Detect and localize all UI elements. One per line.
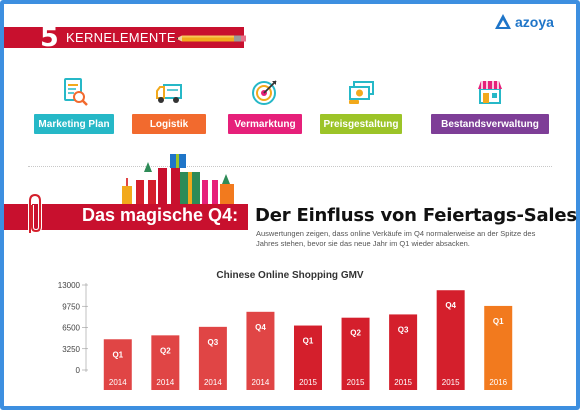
pencil-icon bbox=[176, 35, 246, 42]
bar bbox=[151, 335, 180, 390]
bar-quarter-label: Q1 bbox=[112, 350, 123, 359]
bar-quarter-label: Q3 bbox=[208, 338, 219, 347]
bar bbox=[246, 311, 275, 390]
section-subtitle: Auswertungen zeigen, dass online Verkäuf… bbox=[256, 229, 536, 248]
x-tick-label: 2014 bbox=[252, 378, 270, 387]
bar bbox=[294, 325, 322, 390]
y-tick-label: 9750 bbox=[62, 302, 80, 311]
preisgestaltung-label: Preisgestaltung bbox=[320, 114, 402, 134]
delivery-truck-icon bbox=[156, 84, 182, 103]
banner-bar bbox=[4, 27, 244, 48]
banner-title: KERNELEMENTE bbox=[66, 30, 176, 45]
x-tick-label: 2015 bbox=[442, 378, 460, 387]
header-banner: 5 KERNELEMENTE bbox=[4, 22, 246, 53]
x-tick-label: 2014 bbox=[204, 378, 222, 387]
section-title-band bbox=[4, 204, 248, 230]
y-tick-label: 0 bbox=[76, 366, 81, 375]
x-tick-label: 2015 bbox=[394, 378, 412, 387]
x-tick-label: 2014 bbox=[156, 378, 174, 387]
bar-quarter-label: Q2 bbox=[350, 329, 361, 338]
element-bestandsverwaltung: Bestandsverwaltung bbox=[431, 76, 549, 134]
section-divider bbox=[28, 166, 552, 167]
target-icon bbox=[252, 80, 277, 105]
element-marketing-plan: Marketing Plan bbox=[34, 76, 114, 134]
x-tick-label: 2014 bbox=[109, 378, 127, 387]
bar bbox=[436, 290, 465, 390]
bar bbox=[103, 339, 132, 390]
store-icon bbox=[478, 81, 502, 104]
banner-number: 5 bbox=[40, 22, 59, 53]
money-bills-icon bbox=[349, 81, 374, 104]
bar-quarter-label: Q1 bbox=[303, 337, 314, 346]
azoya-logo[interactable]: azoya bbox=[494, 12, 554, 32]
paperclip-icon bbox=[28, 193, 42, 234]
bar-quarter-label: Q3 bbox=[398, 325, 409, 334]
document-magnifier-icon bbox=[64, 78, 88, 106]
x-tick-label: 2015 bbox=[299, 378, 317, 387]
gift-boxes-icon bbox=[122, 154, 234, 206]
element-preisgestaltung: Preisgestaltung bbox=[320, 76, 402, 134]
element-logistik: Logistik bbox=[132, 76, 206, 134]
logistik-label: Logistik bbox=[132, 114, 206, 134]
bar bbox=[484, 305, 513, 390]
azoya-logo-mark-icon bbox=[495, 14, 511, 29]
section-title-highlight: Das magische Q4: bbox=[82, 205, 239, 225]
logo-text: azoya bbox=[515, 14, 554, 30]
bar bbox=[198, 326, 227, 390]
y-tick-label: 3250 bbox=[62, 345, 80, 354]
element-vermarktung: Vermarktung bbox=[228, 76, 302, 134]
x-tick-label: 2015 bbox=[347, 378, 365, 387]
bar bbox=[341, 317, 370, 390]
bar-quarter-label: Q4 bbox=[445, 301, 456, 310]
bar-quarter-label: Q1 bbox=[493, 317, 504, 326]
y-tick-label: 13000 bbox=[58, 281, 81, 290]
bar bbox=[389, 314, 418, 390]
bestandsverwaltung-label: Bestandsverwaltung bbox=[431, 114, 549, 134]
x-tick-label: 2016 bbox=[489, 378, 507, 387]
marketing-plan-label: Marketing Plan bbox=[34, 114, 114, 134]
vermarktung-label: Vermarktung bbox=[228, 114, 302, 134]
chart-title: Chinese Online Shopping GMV bbox=[216, 270, 364, 281]
section-title: Der Einfluss von Feiertags-Sales bbox=[255, 205, 577, 226]
bar-quarter-label: Q4 bbox=[255, 323, 266, 332]
y-tick-label: 6500 bbox=[62, 324, 80, 333]
bar-quarter-label: Q2 bbox=[160, 346, 171, 355]
